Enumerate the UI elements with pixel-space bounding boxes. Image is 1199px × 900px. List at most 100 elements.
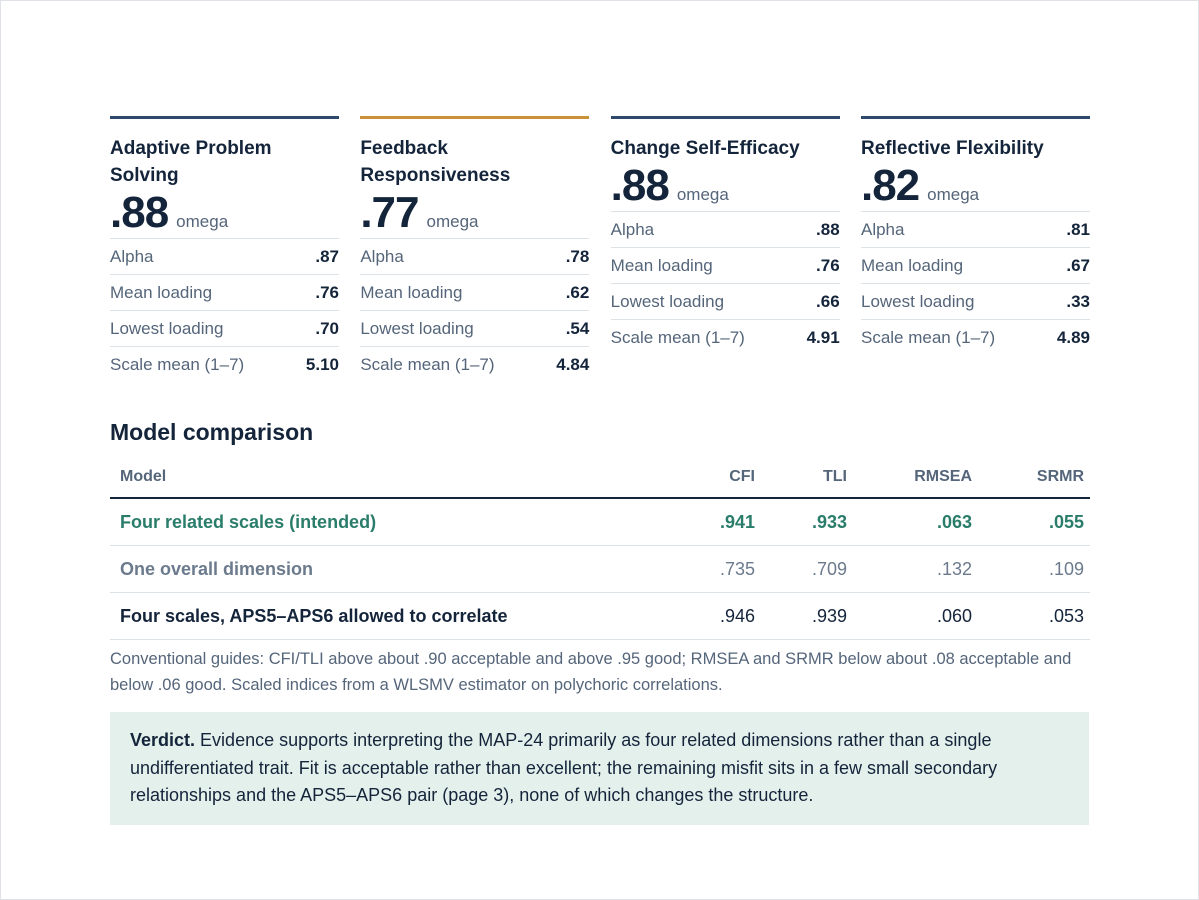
- table-header-row: Model CFI TLI RMSEA SRMR: [110, 456, 1090, 499]
- stat-value: .33: [1066, 291, 1090, 311]
- scale-name: Reflective Flexibility: [860, 138, 1044, 159]
- model-name: Four scales, APS5–APS6 allowed to correl…: [110, 592, 649, 640]
- table-row-intended: Four related scales (intended) .941 .933…: [110, 498, 1090, 546]
- card-top-bar: [860, 116, 1090, 119]
- stat-value: 4.89: [1056, 327, 1090, 347]
- omega-value: .88: [110, 188, 169, 237]
- fit-guide-note: Conventional guides: CFI/TLI above about…: [110, 650, 1072, 694]
- stat-value: .78: [565, 246, 590, 266]
- stat-label: Mean loading: [860, 255, 964, 275]
- stat-value: .67: [1066, 255, 1090, 275]
- card-top-bar: [360, 116, 590, 119]
- stat-value: .81: [1066, 219, 1090, 239]
- stat-value: .66: [816, 291, 840, 311]
- card-top-bar: [610, 116, 840, 119]
- cfi-value: .941: [649, 498, 761, 546]
- stat-value: 4.84: [556, 354, 590, 374]
- header-model: Model: [110, 456, 649, 499]
- stat-mean-loading: Mean loading .62: [360, 274, 590, 310]
- verdict-box: Verdict. Evidence supports interpreting …: [110, 712, 1089, 825]
- stat-alpha: Alpha .81: [860, 211, 1090, 247]
- omega-line: .77 omega: [360, 191, 589, 238]
- stat-label: Scale mean (1–7): [110, 354, 245, 374]
- omega-value: .82: [860, 161, 920, 210]
- model-comparison-title: Model comparison: [110, 419, 314, 445]
- stat-label: Alpha: [860, 219, 905, 239]
- stat-mean-loading: Mean loading .76: [610, 247, 840, 283]
- model-comparison-table: Model CFI TLI RMSEA SRMR Four related sc…: [110, 456, 1090, 640]
- cfi-value: .946: [649, 592, 761, 640]
- stat-label: Alpha: [360, 246, 404, 266]
- stat-label: Lowest loading: [860, 291, 975, 311]
- stat-mean-loading: Mean loading .76: [110, 274, 339, 310]
- stat-label: Scale mean (1–7): [610, 327, 745, 347]
- omega-label: omega: [927, 185, 980, 204]
- stat-alpha: Alpha .88: [610, 211, 840, 247]
- srmr-value: .055: [978, 498, 1090, 546]
- stat-scale-mean: Scale mean (1–7) 5.10: [110, 346, 339, 382]
- table-row-overall: One overall dimension .735 .709 .132 .10…: [110, 545, 1090, 593]
- stat-alpha: Alpha .78: [360, 238, 590, 274]
- stat-label: Scale mean (1–7): [360, 354, 495, 374]
- stat-value: 5.10: [305, 354, 339, 374]
- stat-lowest-loading: Lowest loading .66: [610, 283, 840, 319]
- scale-card-adaptive-problem-solving: Adaptive Problem Solving .88 omega Alpha…: [110, 116, 339, 382]
- scale-card-change-self-efficacy: Change Self-Efficacy .88 omega Alpha .88 …: [610, 116, 840, 382]
- omega-line: .88 omega: [611, 164, 840, 211]
- omega-label: omega: [176, 212, 229, 231]
- header-rmsea: RMSEA: [853, 456, 978, 499]
- stat-value: .70: [315, 318, 339, 338]
- rmsea-value: .060: [853, 592, 978, 640]
- stat-value: .62: [565, 282, 590, 302]
- scale-name: Feedback Responsiveness: [360, 138, 511, 186]
- scale-card-reflective-flexibility: Reflective Flexibility .82 omega Alpha .8…: [860, 116, 1090, 382]
- header-cfi: CFI: [649, 456, 761, 499]
- verdict-label: Verdict.: [130, 730, 196, 750]
- stat-label: Alpha: [110, 246, 154, 266]
- table-row-correlated: Four scales, APS5–APS6 allowed to correl…: [110, 592, 1090, 640]
- srmr-value: .109: [978, 545, 1090, 593]
- stat-label: Lowest loading: [610, 291, 725, 311]
- model-name: Four related scales (intended): [110, 498, 649, 546]
- header-tli: TLI: [761, 456, 853, 499]
- scale-card-feedback-responsiveness: Feedback Responsiveness .77 omega Alpha.…: [360, 116, 590, 382]
- stat-label: Mean loading: [360, 282, 463, 302]
- stat-value: .54: [565, 318, 590, 338]
- tli-value: .933: [761, 498, 853, 546]
- verdict-text: Evidence supports interpreting the MAP-2…: [130, 730, 998, 805]
- stat-scale-mean: Scale mean (1–7) 4.84: [360, 346, 590, 382]
- omega-value: .77: [360, 188, 419, 237]
- stat-value: .76: [816, 255, 840, 275]
- stat-label: Alpha: [610, 219, 655, 239]
- stat-mean-loading: Mean loading .67: [860, 247, 1090, 283]
- stat-lowest-loading: Lowest loading .33: [860, 283, 1090, 319]
- omega-label: omega: [676, 185, 729, 204]
- stat-scale-mean: Scale mean (1–7) 4.91: [610, 319, 840, 355]
- stat-label: Mean loading: [110, 282, 213, 302]
- stat-lowest-loading: Lowest loading .70: [110, 310, 339, 346]
- omega-line: .82 omega: [861, 164, 1090, 211]
- card-top-bar: [110, 116, 339, 119]
- srmr-value: .053: [978, 592, 1090, 640]
- stat-alpha: Alpha .87: [110, 238, 339, 274]
- model-name: One overall dimension: [110, 545, 649, 593]
- scale-name: Change Self-Efficacy: [610, 138, 800, 159]
- stat-scale-mean: Scale mean (1–7) 4.89: [860, 319, 1090, 355]
- stat-value: .76: [315, 282, 339, 302]
- stat-value: 4.91: [806, 327, 840, 347]
- stat-value: .88: [816, 219, 840, 239]
- tli-value: .709: [761, 545, 853, 593]
- stat-value: .87: [315, 246, 339, 266]
- header-srmr: SRMR: [978, 456, 1090, 499]
- omega-line: .88 omega: [110, 191, 339, 238]
- omega-value: .88: [610, 161, 670, 210]
- stat-lowest-loading: Lowest loading .54: [360, 310, 590, 346]
- tli-value: .939: [761, 592, 853, 640]
- rmsea-value: .132: [853, 545, 978, 593]
- stat-label: Lowest loading: [360, 318, 474, 338]
- scale-cards: Adaptive Problem Solving .88 omega Alpha…: [110, 116, 1090, 382]
- stat-label: Lowest loading: [110, 318, 224, 338]
- stat-label: Scale mean (1–7): [860, 327, 996, 347]
- stat-label: Mean loading: [610, 255, 713, 275]
